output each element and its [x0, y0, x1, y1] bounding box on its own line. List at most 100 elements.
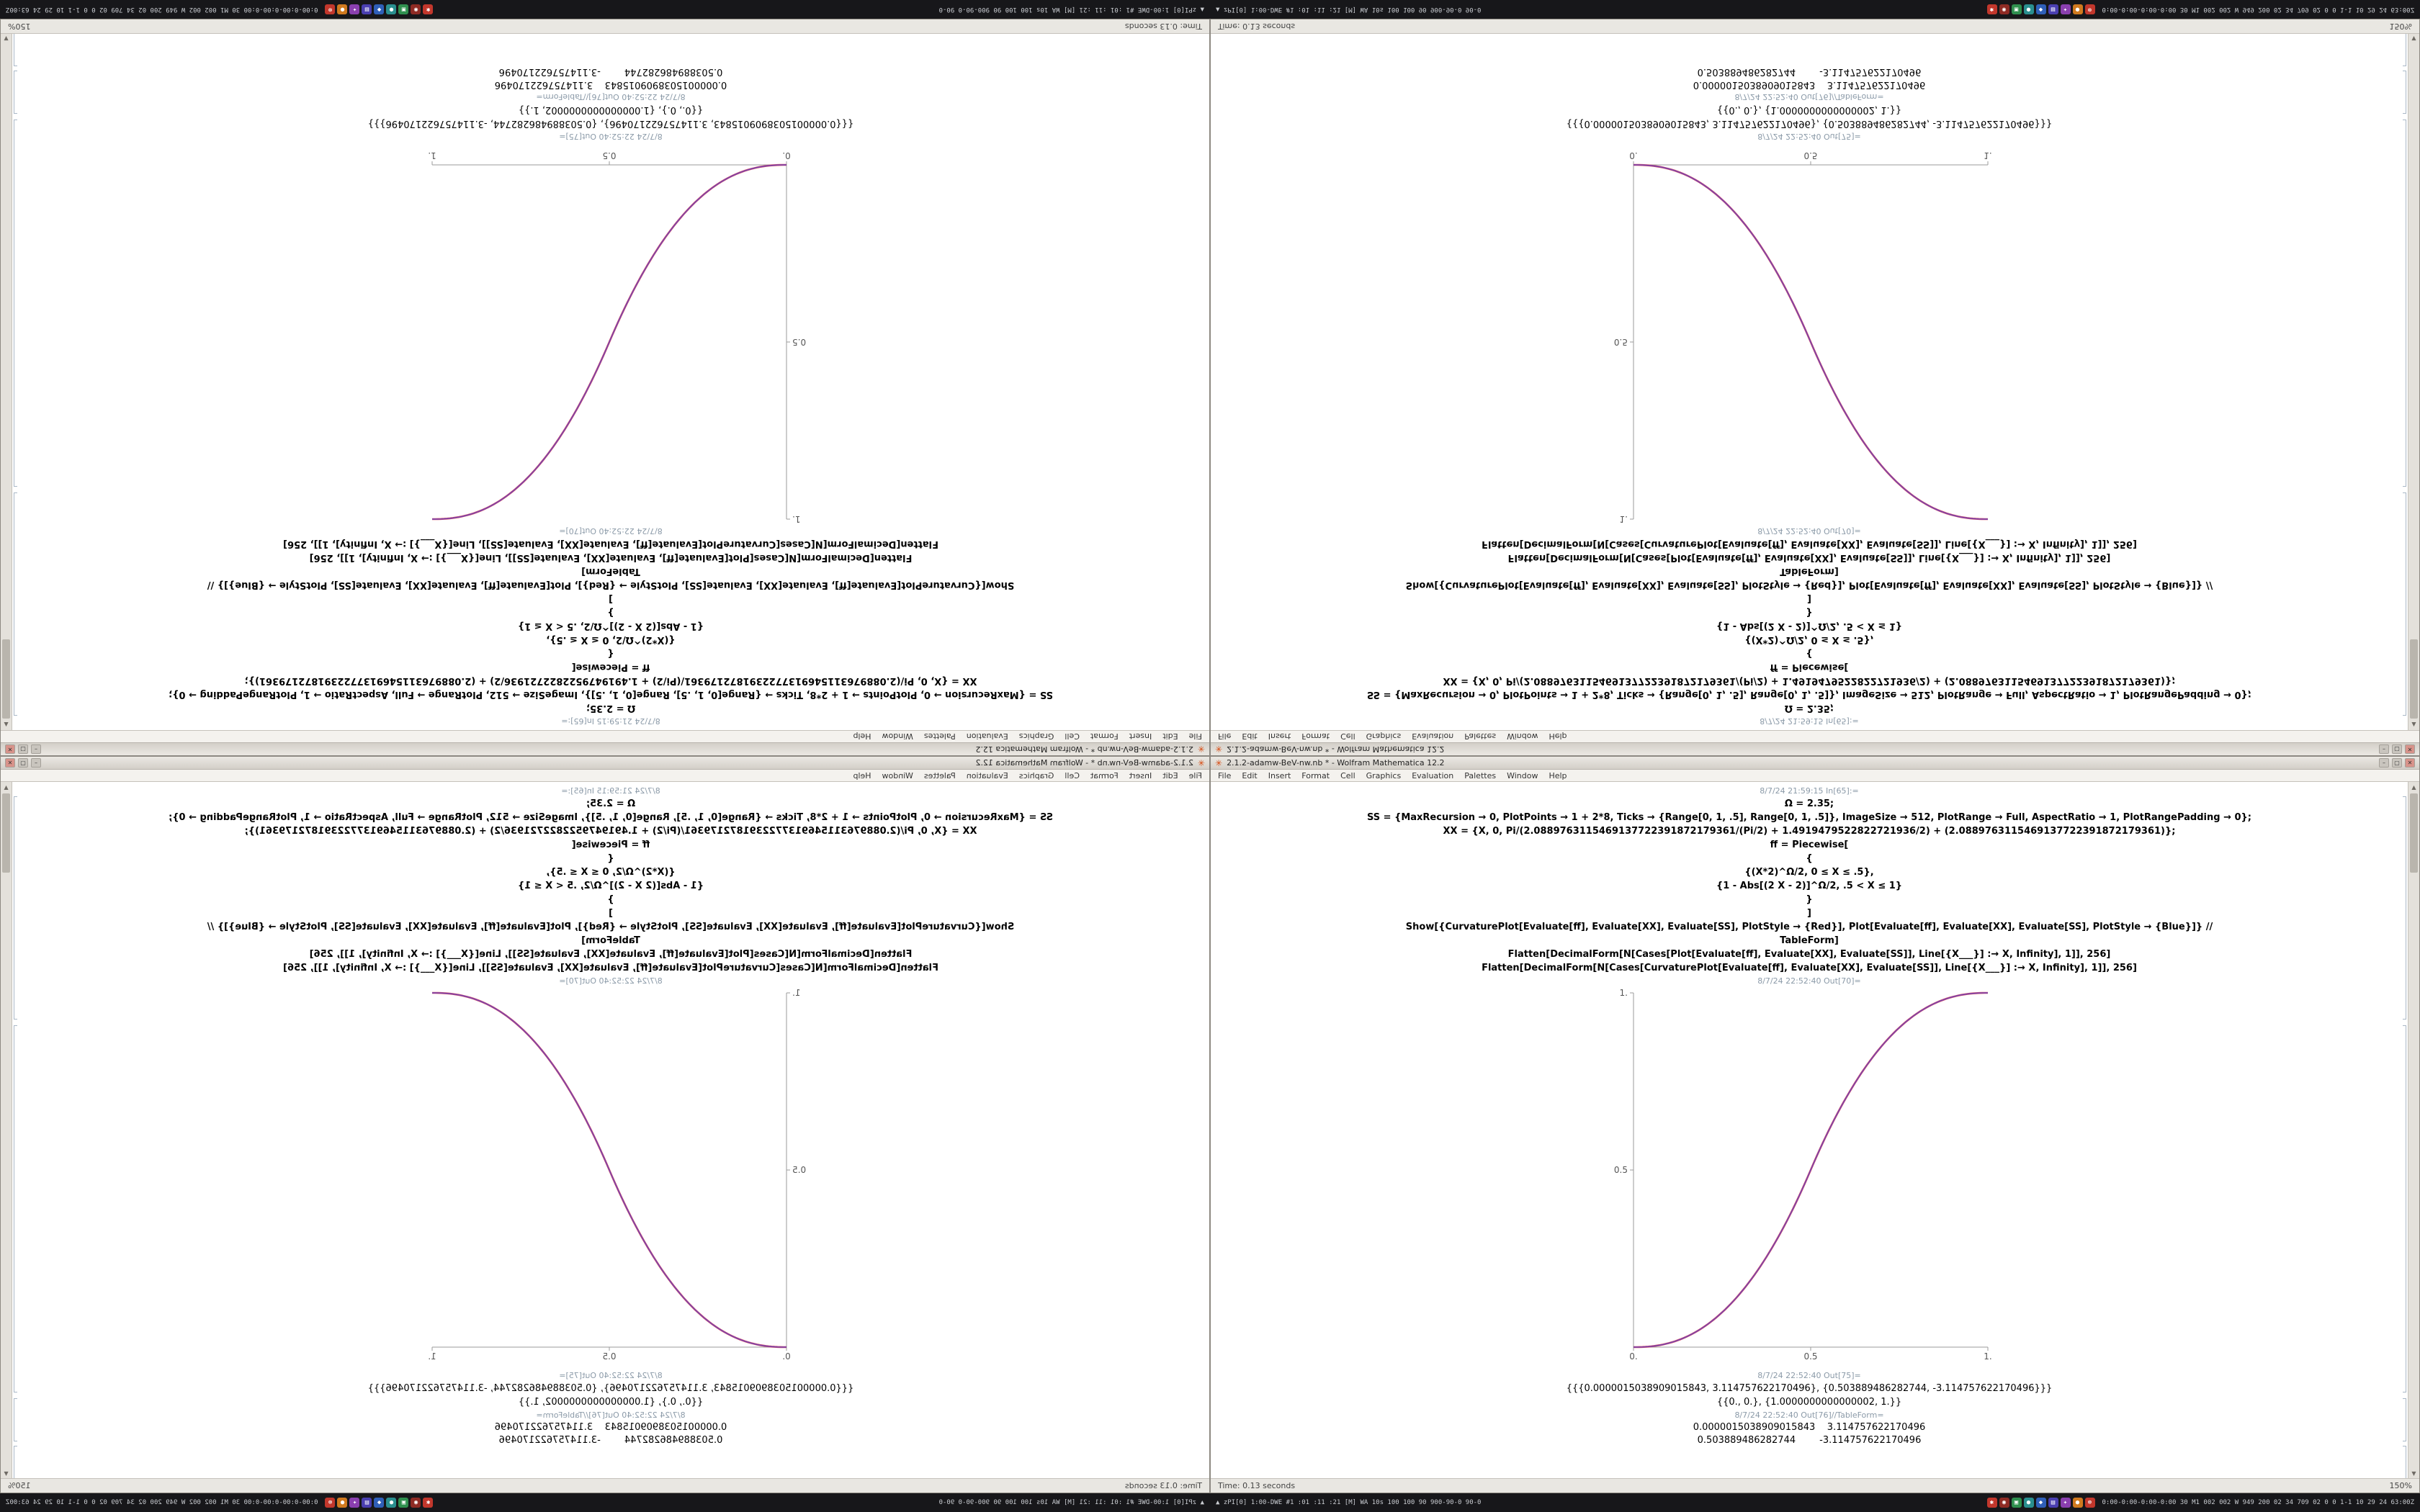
zoom-level[interactable]: 150% — [2389, 22, 2412, 31]
menu-item[interactable]: Help — [853, 770, 871, 780]
menu-item[interactable]: Cell — [1065, 732, 1080, 742]
cell-bracket[interactable] — [14, 34, 17, 66]
code-line[interactable]: } — [607, 894, 614, 905]
vertical-scrollbar[interactable]: ▲ ▼ — [1, 34, 12, 730]
tray-icon-red[interactable]: ✱ — [1986, 4, 1997, 14]
tray-icon-indigo[interactable]: ▤ — [2048, 1498, 2058, 1508]
menu-item[interactable]: Format — [1090, 770, 1119, 780]
code-line[interactable]: {(X*2)^Ω/2, 0 ≤ X ≤ .5}, — [1744, 634, 1874, 645]
menu-item[interactable]: Window — [1507, 732, 1538, 742]
menu-item[interactable]: Format — [1301, 732, 1330, 742]
code-line[interactable]: { — [607, 853, 614, 864]
minimize-button[interactable]: – — [31, 758, 41, 768]
cell-bracket[interactable] — [2403, 34, 2406, 66]
window-titlebar[interactable]: ✳ 2.1.2-adamw-BeV-nw.nb * - Wolfram Math… — [1211, 757, 2419, 770]
code-line[interactable]: ff = Piecewise[ — [1770, 662, 1849, 672]
minimize-button[interactable]: – — [2379, 758, 2389, 768]
menu-item[interactable]: File — [1218, 770, 1232, 780]
code-line[interactable]: } — [1806, 607, 1813, 618]
code-line[interactable]: ] — [1807, 593, 1811, 604]
menu-item[interactable]: Format — [1090, 732, 1119, 742]
menu-item[interactable]: Evaluation — [1412, 732, 1454, 742]
menu-item[interactable]: Insert — [1129, 732, 1152, 742]
cell-bracket[interactable] — [2403, 1025, 2406, 1392]
scroll-down-arrow[interactable]: ▼ — [2411, 1470, 2416, 1477]
minimize-button[interactable]: – — [2379, 744, 2389, 754]
scroll-up-arrow[interactable]: ▲ — [4, 783, 9, 791]
tray-icon-darkred[interactable]: ◉ — [1999, 1498, 2009, 1508]
menu-item[interactable]: Format — [1301, 770, 1330, 780]
menu-item[interactable]: Cell — [1340, 770, 1355, 780]
scroll-down-arrow[interactable]: ▼ — [4, 1470, 9, 1477]
zoom-level[interactable]: 150% — [8, 1481, 31, 1490]
code-line[interactable]: SS = {MaxRecursion → 0, PlotPoints → 1 +… — [1366, 689, 2251, 700]
maximize-button[interactable]: ▢ — [2392, 758, 2402, 768]
notebook-area[interactable]: 8/7/24 21:59:15 In[65]:= Ω = 2.35; SS = {… — [1211, 34, 2408, 730]
menu-item[interactable]: Cell — [1065, 770, 1080, 780]
vertical-scrollbar[interactable]: ▲ ▼ — [1, 782, 12, 1478]
window-titlebar[interactable]: ✳ 2.1.2-adamw-BeV-nw.nb * - Wolfram Math… — [1, 742, 1209, 755]
tray-icon-teal[interactable]: ● — [386, 4, 397, 14]
scrollbar-thumb[interactable] — [2410, 793, 2418, 873]
scroll-up-arrow[interactable]: ▲ — [2411, 783, 2416, 791]
tray-icon-darkred[interactable]: ◉ — [411, 4, 421, 14]
menu-item[interactable]: Cell — [1340, 732, 1355, 742]
code-line[interactable]: SS = {MaxRecursion → 0, PlotPoints → 1 +… — [169, 812, 1054, 823]
tray-icon-red2[interactable]: ⊗ — [2084, 4, 2095, 14]
menu-item[interactable]: Graphics — [1366, 770, 1402, 780]
maximize-button[interactable]: ▢ — [2392, 744, 2402, 754]
menu-item[interactable]: Palettes — [1464, 732, 1497, 742]
maximize-button[interactable]: ▢ — [18, 744, 28, 754]
menu-item[interactable]: Edit — [1162, 732, 1178, 742]
cell-bracket[interactable] — [14, 1025, 17, 1392]
code-line[interactable]: TableForm] — [1780, 935, 1839, 946]
menu-item[interactable]: Help — [1549, 770, 1567, 780]
scroll-down-arrow[interactable]: ▼ — [2411, 35, 2416, 42]
tray-icon-red[interactable]: ✱ — [423, 4, 434, 14]
menu-item[interactable]: Insert — [1129, 770, 1152, 780]
scroll-up-arrow[interactable]: ▲ — [4, 721, 9, 729]
cell-bracket[interactable] — [14, 1446, 17, 1478]
tray-icon-red[interactable]: ✱ — [423, 1498, 434, 1508]
cell-bracket[interactable] — [14, 120, 17, 487]
vertical-scrollbar[interactable]: ▲ ▼ — [2408, 782, 2419, 1478]
menu-item[interactable]: Window — [882, 732, 913, 742]
tray-icon-orange[interactable]: ● — [2072, 4, 2083, 14]
menu-item[interactable]: Evaluation — [966, 732, 1008, 742]
tray-icon-indigo[interactable]: ▤ — [362, 1498, 372, 1508]
code-line[interactable]: Flatten[DecimalForm[N[Cases[Plot[Evaluat… — [309, 949, 913, 960]
tray-icon-indigo[interactable]: ▤ — [362, 4, 372, 14]
code-line[interactable]: {1 - Abs[(2 X - 2)]^Ω/2, .5 < X ≤ 1} — [517, 881, 704, 891]
code-line[interactable]: {1 - Abs[(2 X - 2)]^Ω/2, .5 < X ≤ 1} — [1716, 621, 1903, 631]
menu-item[interactable]: Graphics — [1018, 732, 1054, 742]
minimize-button[interactable]: – — [31, 744, 41, 754]
tray-icon-teal[interactable]: ● — [2023, 1498, 2034, 1508]
zoom-level[interactable]: 150% — [8, 22, 31, 31]
tray-icon-orange[interactable]: ● — [2072, 1498, 2083, 1508]
window-titlebar[interactable]: ✳ 2.1.2-adamw-BeV-nw.nb * - Wolfram Math… — [1211, 742, 2419, 755]
code-line[interactable]: Flatten[DecimalForm[N[Cases[CurvaturePlo… — [283, 963, 938, 973]
tray-icon-red2[interactable]: ⊗ — [325, 4, 336, 14]
menu-item[interactable]: File — [1188, 770, 1202, 780]
cell-bracket[interactable] — [2403, 1446, 2406, 1478]
menu-item[interactable]: Edit — [1242, 770, 1258, 780]
menu-item[interactable]: Palettes — [923, 732, 956, 742]
code-line[interactable]: ff = Piecewise[ — [571, 662, 650, 672]
tray-icon-red2[interactable]: ⊗ — [325, 1498, 336, 1508]
tray-icon-teal[interactable]: ● — [386, 1498, 397, 1508]
scrollbar-thumb[interactable] — [2, 793, 10, 873]
code-line[interactable]: TableForm] — [1780, 566, 1839, 577]
cell-bracket[interactable] — [2403, 120, 2406, 487]
code-line[interactable]: {1 - Abs[(2 X - 2)]^Ω/2, .5 < X ≤ 1} — [1716, 881, 1903, 891]
tray-icon-orange[interactable]: ● — [337, 1498, 348, 1508]
notebook-area[interactable]: 8/7/24 21:59:15 In[65]:= Ω = 2.35; SS = {… — [1211, 782, 2408, 1478]
vertical-scrollbar[interactable]: ▲ ▼ — [2408, 34, 2419, 730]
tray-icon-indigo[interactable]: ▤ — [2048, 4, 2058, 14]
maximize-button[interactable]: ▢ — [18, 758, 28, 768]
notebook-area[interactable]: 8/7/24 21:59:15 In[65]:= Ω = 2.35; SS = {… — [12, 782, 1209, 1478]
menu-item[interactable]: Window — [1507, 770, 1538, 780]
tray-icon-blue[interactable]: ◆ — [2035, 4, 2046, 14]
code-line[interactable]: ] — [1807, 908, 1811, 919]
tray-icon-blue[interactable]: ◆ — [374, 1498, 385, 1508]
code-line[interactable]: XX = {X, 0, Pi/(2.0889763115469137722391… — [244, 675, 977, 686]
